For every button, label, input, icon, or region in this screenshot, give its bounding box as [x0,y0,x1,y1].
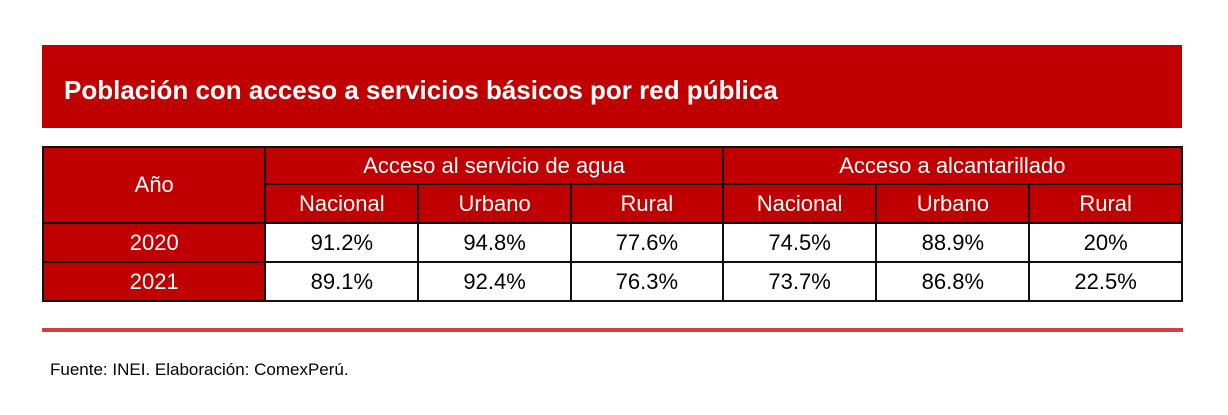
value-cell: 89.1% [264,261,420,302]
value-cell: 88.9% [875,222,1031,263]
subheader: Nacional [721,183,878,224]
title-banner: Población con acceso a servicios básicos… [42,45,1182,128]
services-table: Año Acceso al servicio de agua Acceso a … [41,146,1184,302]
subheader: Nacional [264,183,420,224]
group-header-water: Acceso al servicio de agua [264,146,724,185]
subheader: Rural [569,183,724,224]
table-row: 2021 89.1% 92.4% 76.3% 73.7% 86.8% 22.5% [41,261,1183,302]
value-cell: 94.8% [417,222,572,263]
value-cell: 20% [1028,222,1183,263]
year-cell: 2021 [41,261,267,302]
table-row: 2020 91.2% 94.8% 77.6% 74.5% 88.9% 20% [41,222,1183,263]
value-cell: 22.5% [1028,261,1183,302]
year-header: Año [41,146,267,224]
divider-rule [42,328,1183,332]
year-cell: 2020 [41,222,267,263]
value-cell: 91.2% [264,222,420,263]
value-cell: 86.8% [875,261,1031,302]
group-header-sewer: Acceso a alcantarillado [721,146,1184,185]
subheader: Rural [1028,183,1183,224]
value-cell: 74.5% [721,222,878,263]
subheader: Urbano [875,183,1031,224]
value-cell: 92.4% [417,261,572,302]
value-cell: 77.6% [569,222,724,263]
value-cell: 73.7% [721,261,878,302]
page-title: Población con acceso a servicios básicos… [64,75,778,105]
source-note: Fuente: INEI. Elaboración: ComexPerú. [50,360,349,379]
value-cell: 76.3% [569,261,724,302]
subheader: Urbano [417,183,572,224]
